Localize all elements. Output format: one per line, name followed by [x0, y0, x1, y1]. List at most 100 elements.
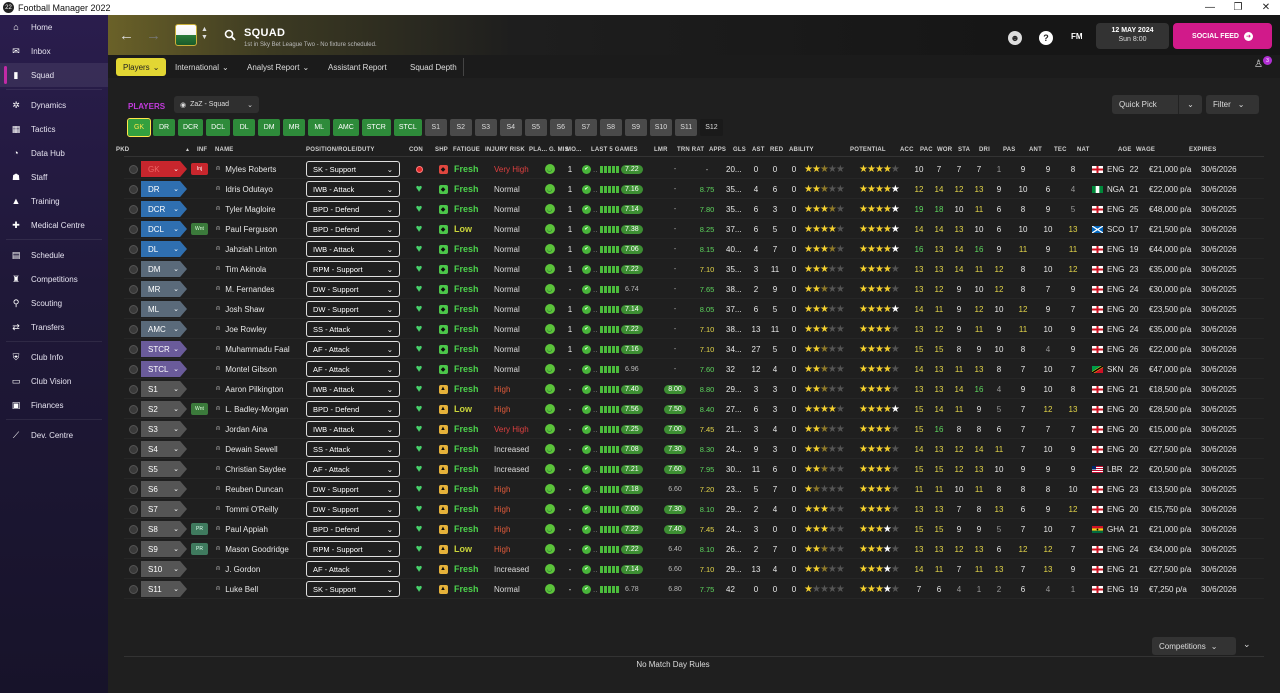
table-row[interactable]: ML ⌄ ⍝ Josh Shaw DW - Support ⌄ ♥ ◆ Fresh Normal ◡… [124, 299, 1264, 319]
role-selector[interactable]: BPD - Defend ⌄ [306, 521, 400, 537]
position-filter-s5[interactable]: S5 [524, 119, 547, 136]
view-selector[interactable]: ◉ ZaZ - Squad ⌄ [174, 96, 259, 113]
column-header-mo[interactable]: MO... [566, 147, 582, 153]
table-row[interactable]: DCL ⌄ Wnt ⍝ Paul Ferguson BPD - Defend ⌄ ♥ ◆ Low N… [124, 219, 1264, 239]
position-filter-dl[interactable]: DL [233, 119, 256, 136]
column-header-role[interactable]: POSITION/ROLE/DUTY [306, 147, 375, 153]
position-selector[interactable]: DCR ⌄ [141, 201, 187, 217]
competitions-dropdown[interactable]: Competitions ⌄ [1152, 637, 1236, 655]
player-name[interactable]: ⍝ M. Fernandes [216, 279, 275, 299]
position-selector[interactable]: S11 ⌄ [141, 581, 187, 597]
column-header-dri[interactable]: DRI [979, 147, 990, 153]
player-name[interactable]: ⍝ Aaron Pilkington [216, 379, 283, 399]
player-name[interactable]: ⍝ L. Badley-Morgan [216, 399, 288, 419]
position-filter-dcl[interactable]: DCL [206, 119, 231, 136]
tab-international[interactable]: International ⌄ [168, 58, 236, 76]
position-filter-ml[interactable]: ML [308, 119, 331, 136]
player-name[interactable]: ⍝ Joe Rowley [216, 319, 267, 339]
role-selector[interactable]: SK - Support ⌄ [306, 581, 400, 597]
column-header-con[interactable]: CON [409, 147, 423, 153]
column-header-expires[interactable]: EXPIRES [1189, 147, 1217, 153]
back-arrow-icon[interactable]: ← [119, 27, 134, 44]
column-header-red[interactable]: RED [770, 147, 784, 153]
position-filter-s2[interactable]: S2 [449, 119, 472, 136]
role-selector[interactable]: IWB - Attack ⌄ [306, 241, 400, 257]
column-header-ast[interactable]: AST [752, 147, 765, 153]
player-name[interactable]: ⍝ Paul Appiah [216, 519, 268, 539]
pick-checkbox[interactable] [129, 265, 138, 274]
column-header-tec[interactable]: TEC [1054, 147, 1067, 153]
table-row[interactable]: S4 ⌄ ⍝ Dewain Sewell SS - Attack ⌄ ♥ ▲ Fresh Incr… [124, 439, 1264, 459]
role-selector[interactable]: IWB - Attack ⌄ [306, 181, 400, 197]
club-crest-icon[interactable] [175, 24, 197, 46]
position-selector[interactable]: DCL ⌄ [141, 221, 187, 237]
table-row[interactable]: S11 ⌄ ⍝ Luke Bell SK - Support ⌄ ♥ ▲ Fresh Normal… [124, 579, 1264, 599]
column-header-age[interactable]: AGE [1118, 147, 1132, 153]
role-selector[interactable]: BPD - Defend ⌄ [306, 401, 400, 417]
info-badge[interactable]: Inj [191, 163, 208, 175]
club-switch-icon[interactable]: ▲ ▼ [201, 26, 208, 41]
column-header-trnrat[interactable]: TRN RAT [677, 147, 705, 153]
table-row[interactable]: MR ⌄ ⍝ M. Fernandes DW - Support ⌄ ♥ ◆ Fresh Norm… [124, 279, 1264, 299]
table-row[interactable]: S9 ⌄ PR ⍝ Mason Goodridge RPM - Support ⌄ ♥ ▲ Low… [124, 539, 1264, 559]
sidebar-item-dev-centre[interactable]: ⟋ Dev. Centre [0, 423, 108, 447]
player-name[interactable]: ⍝ Reuben Duncan [216, 479, 283, 499]
sidebar-item-finances[interactable]: ▣ Finances [0, 393, 108, 417]
tab-squad-depth[interactable]: Squad Depth [403, 58, 464, 76]
pick-checkbox[interactable] [129, 565, 138, 574]
table-row[interactable]: DL ⌄ ⍝ Jahziah Linton IWB - Attack ⌄ ♥ ◆ Fresh No… [124, 239, 1264, 259]
close-icon[interactable]: ✕ [1261, 2, 1271, 13]
pick-checkbox[interactable] [129, 385, 138, 394]
position-selector[interactable]: STCL ⌄ [141, 361, 187, 377]
position-selector[interactable]: S9 ⌄ [141, 541, 187, 557]
table-row[interactable]: AMC ⌄ ⍝ Joe Rowley SS - Attack ⌄ ♥ ◆ Fresh Normal… [124, 319, 1264, 339]
info-badge[interactable]: Wnt [191, 223, 208, 235]
info-badge[interactable]: PR [191, 523, 208, 535]
filter-button[interactable]: Filter ⌄ [1206, 95, 1259, 114]
position-selector[interactable]: DR ⌄ [141, 181, 187, 197]
column-header-gmis[interactable]: G. MIS [549, 147, 569, 153]
restore-icon[interactable]: ❐ [1233, 2, 1243, 13]
column-header-pkd[interactable]: PKD [116, 147, 130, 153]
player-name[interactable]: ⍝ Jordan Aina [216, 419, 267, 439]
position-selector[interactable]: S1 ⌄ [141, 381, 187, 397]
position-filter-s3[interactable]: S3 [474, 119, 497, 136]
player-name[interactable]: ⍝ Luke Bell [216, 579, 258, 599]
role-selector[interactable]: DW - Support ⌄ [306, 481, 400, 497]
sidebar-item-competitions[interactable]: ♜ Competitions [0, 267, 108, 291]
player-name[interactable]: ⍝ Myles Roberts [216, 159, 276, 179]
column-header-last5[interactable]: LAST 5 GAMES [591, 147, 638, 153]
position-filter-s12[interactable]: S12 [700, 119, 723, 136]
column-header-lmr[interactable]: LMR [654, 147, 668, 153]
position-filter-s4[interactable]: S4 [499, 119, 522, 136]
pick-checkbox[interactable] [129, 545, 138, 554]
position-filter-dm[interactable]: DM [258, 119, 281, 136]
minimize-icon[interactable]: — [1205, 2, 1215, 13]
player-name[interactable]: ⍝ Dewain Sewell [216, 439, 278, 459]
table-row[interactable]: DM ⌄ ⍝ Tim Akinola RPM - Support ⌄ ♥ ◆ Fresh Norm… [124, 259, 1264, 279]
position-filter-s10[interactable]: S10 [649, 119, 673, 136]
role-selector[interactable]: AF - Attack ⌄ [306, 341, 400, 357]
position-selector[interactable]: S7 ⌄ [141, 501, 187, 517]
position-selector[interactable]: DM ⌄ [141, 261, 187, 277]
sidebar-item-club-vision[interactable]: ▭ Club Vision [0, 369, 108, 393]
role-selector[interactable]: SK - Support ⌄ [306, 161, 400, 177]
position-filter-amc[interactable]: AMC [333, 119, 359, 136]
player-name[interactable]: ⍝ Josh Shaw [216, 299, 264, 319]
position-filter-gk[interactable]: GK [127, 118, 151, 137]
pick-checkbox[interactable] [129, 425, 138, 434]
position-selector[interactable]: S2 ⌄ [141, 401, 187, 417]
table-row[interactable]: STCR ⌄ ⍝ Muhammadu Faal AF - Attack ⌄ ♥ ◆ Fresh N… [124, 339, 1264, 359]
sidebar-item-data-hub[interactable]: ◔ Data Hub [0, 141, 108, 165]
pick-checkbox[interactable] [129, 305, 138, 314]
player-name[interactable]: ⍝ Muhammadu Faal [216, 339, 290, 359]
tab-assistant-report[interactable]: Assistant Report [321, 58, 394, 76]
player-name[interactable]: ⍝ Christian Saydee [216, 459, 286, 479]
column-header-shp[interactable]: SHP [435, 147, 448, 153]
table-row[interactable]: S10 ⌄ ⍝ J. Gordon AF - Attack ⌄ ♥ ▲ Fresh Increas… [124, 559, 1264, 579]
info-badge[interactable]: Wnt [191, 403, 208, 415]
position-filter-s1[interactable]: S1 [424, 119, 447, 136]
position-filter-stcl[interactable]: STCL [393, 119, 422, 136]
pick-checkbox[interactable] [129, 585, 138, 594]
position-selector[interactable]: AMC ⌄ [141, 321, 187, 337]
